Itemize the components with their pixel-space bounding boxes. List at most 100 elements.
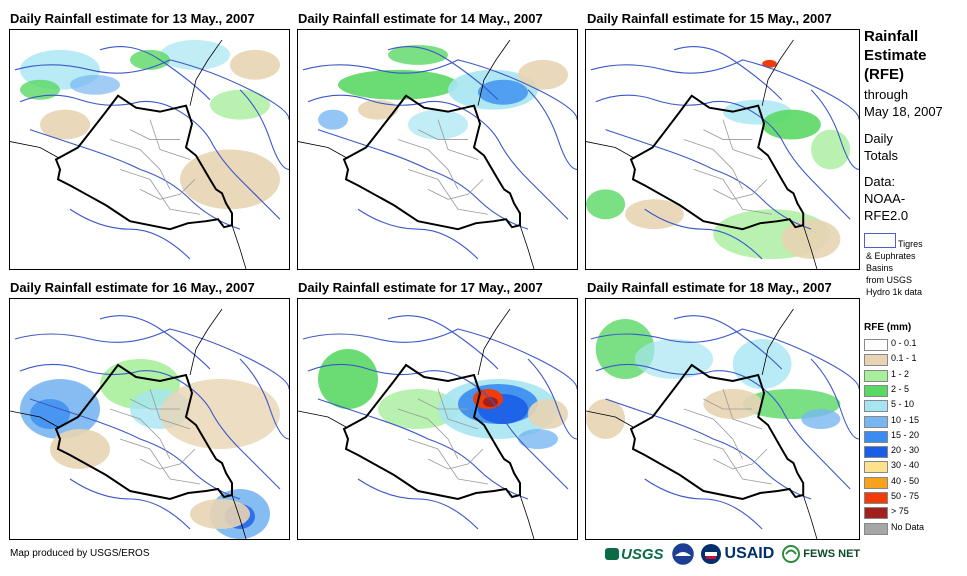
basin-outline — [14, 59, 289, 120]
rainfall-area — [210, 89, 270, 120]
basin-outline — [644, 208, 763, 260]
country-border — [519, 225, 535, 269]
basin-outline — [99, 315, 211, 370]
rainfall-area — [50, 429, 110, 469]
iraq-border — [342, 94, 521, 231]
legend-label: 1 - 2 — [891, 368, 910, 379]
province-border — [139, 448, 196, 470]
basin-label-1: Tigres — [898, 239, 923, 249]
legend-label: 5 - 10 — [891, 399, 915, 410]
legend-swatch — [864, 400, 888, 413]
country-border — [10, 141, 59, 158]
basin-outline — [69, 478, 191, 530]
legend-title: RFE (mm) — [864, 322, 912, 333]
country-border — [298, 410, 347, 428]
legend-swatch — [864, 354, 888, 367]
basin-outline — [590, 59, 859, 120]
legend-label: No Data — [891, 521, 925, 532]
rainfall-area — [586, 399, 626, 439]
province-border — [397, 139, 459, 190]
basin-label-rest: & Euphrates Basins from USGS Hydro 1k da… — [866, 251, 923, 297]
rainfall-area — [160, 39, 230, 70]
rainfall-area — [40, 109, 90, 140]
legend-swatch — [864, 430, 888, 443]
province-border — [119, 169, 201, 215]
province-border — [407, 169, 489, 215]
basin-outline — [644, 478, 763, 530]
country-border — [298, 141, 347, 158]
legend-label: 2 - 5 — [891, 383, 910, 394]
rainfall-area — [518, 59, 568, 90]
basin-outline — [302, 59, 577, 120]
basin-outline — [387, 46, 499, 101]
rainfall-area — [318, 109, 348, 130]
rainfall-map-18 — [585, 298, 860, 540]
usgs-logo: USGS — [605, 546, 664, 563]
province-border — [722, 119, 763, 160]
panel-title-18: Daily Rainfall estimate for 18 May., 200… — [587, 280, 832, 295]
basin-outline — [239, 358, 289, 440]
basin-outline — [317, 398, 529, 500]
map-canvas — [10, 39, 289, 269]
rainfall-map-16 — [9, 298, 290, 540]
rainfall-map-17 — [297, 298, 578, 540]
rainfall-area — [130, 49, 170, 70]
legend-label: 30 - 40 — [891, 460, 920, 471]
rainfall-area — [160, 379, 280, 449]
province-border — [703, 129, 753, 140]
basin-outline — [357, 208, 479, 260]
province-border — [683, 139, 743, 190]
basin-outline — [605, 398, 812, 500]
iraq-border — [54, 363, 233, 501]
basin-outline — [302, 328, 577, 390]
rainfall-map-14 — [297, 29, 578, 270]
iraq-border — [629, 363, 805, 501]
legend-label: 40 - 50 — [891, 475, 920, 486]
province-border — [149, 388, 191, 430]
rainfall-map-13 — [9, 29, 290, 270]
rainfall-area — [378, 389, 458, 429]
country-border — [802, 225, 818, 269]
legend-swatch — [864, 522, 888, 535]
map-canvas — [298, 39, 577, 269]
noaa-logo — [671, 543, 694, 565]
province-border — [129, 129, 180, 140]
rainfall-area — [190, 499, 250, 529]
country-border — [477, 39, 511, 106]
country-border — [231, 225, 247, 269]
basin-outline — [99, 46, 211, 101]
legend-label: 20 - 30 — [891, 445, 920, 456]
rainfall-area — [318, 349, 378, 409]
rainfall-area — [732, 339, 792, 389]
country-border — [10, 410, 59, 428]
logo-bar: USGS USAID FEWS NET — [605, 540, 860, 568]
rainfall-area — [801, 409, 841, 429]
province-border — [693, 438, 772, 485]
map-canvas — [10, 308, 289, 539]
side-title: Rainfall Estimate (RFE) — [864, 28, 927, 83]
legend-label: > 75 — [891, 506, 909, 517]
basin-outline — [673, 46, 783, 101]
through-text: through May 18, 2007 — [864, 87, 943, 119]
rainfall-area — [762, 59, 777, 68]
iraq-border — [342, 363, 521, 501]
data-source-text: Data: NOAA- RFE2.0 — [864, 174, 909, 223]
basin-outline — [14, 328, 289, 390]
rainfall-area — [586, 189, 626, 220]
legend-label: 10 - 15 — [891, 414, 920, 425]
legend-swatch — [864, 461, 888, 474]
province-border — [703, 398, 753, 410]
country-border — [231, 494, 247, 539]
basin-outline — [239, 89, 289, 170]
rainfall-area — [762, 109, 821, 140]
panel-title-15: Daily Rainfall estimate for 15 May., 200… — [587, 11, 832, 26]
country-border — [519, 494, 535, 539]
basin-outline — [595, 363, 851, 490]
basin-outline — [673, 315, 783, 370]
province-border — [417, 129, 468, 140]
basin-swatch — [864, 233, 896, 248]
daily-totals-text: Daily Totals — [864, 131, 898, 163]
map-canvas — [586, 39, 859, 269]
legend-label: 0 - 0.1 — [891, 338, 917, 348]
legend-swatch — [864, 369, 888, 382]
